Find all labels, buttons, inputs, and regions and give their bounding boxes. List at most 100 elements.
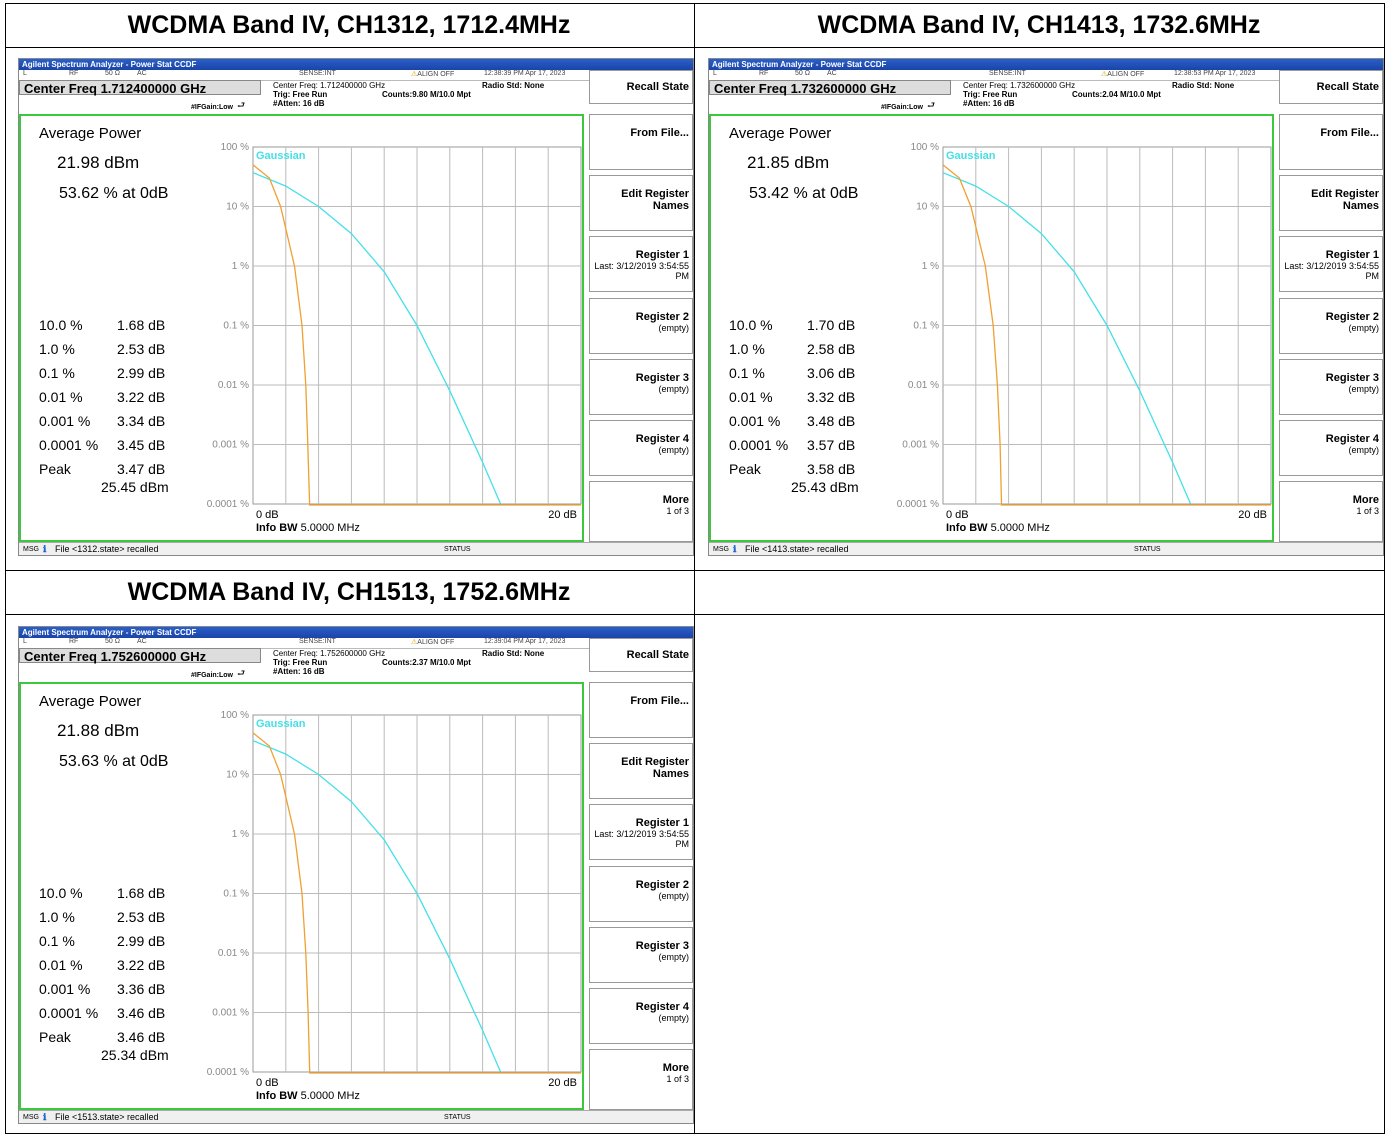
- y-tick-label: 0.01 %: [218, 380, 249, 391]
- info-bw: Info BW 5.0000 MHz: [946, 522, 1050, 534]
- gaussian-legend: Gaussian: [946, 150, 996, 162]
- softkey-more[interactable]: More 1 of 3: [589, 481, 693, 542]
- y-tick-label: 100 %: [221, 142, 249, 153]
- softkey-more[interactable]: More 1 of 3: [589, 1049, 693, 1110]
- softkey-register-2[interactable]: Register 2 (empty): [1279, 298, 1383, 354]
- softkey-label: More: [662, 494, 689, 506]
- status-label: STATUS: [444, 546, 471, 553]
- softkey-register-4[interactable]: Register 4 (empty): [589, 988, 693, 1044]
- x-tick-label-end: 20 dB: [548, 1077, 577, 1089]
- stat-probability: 1.0 %: [729, 341, 765, 357]
- softkey-more[interactable]: More 1 of 3: [1279, 481, 1383, 542]
- gaussian-curve: [252, 740, 502, 1073]
- softkey-register-3[interactable]: Register 3 (empty): [589, 359, 693, 415]
- softkey-sublabel: (empty): [658, 445, 689, 455]
- stat-value: 3.32 dB: [807, 389, 856, 405]
- softkey-register-2[interactable]: Register 2 (empty): [589, 298, 693, 354]
- softkey-sublabel: (empty): [658, 1013, 689, 1023]
- timestamp: 12:38:39 PM Apr 17, 2023: [484, 70, 566, 77]
- stat-probability: 1.0 %: [39, 341, 75, 357]
- sense-indicator: SENSE:INT: [299, 638, 336, 645]
- stat-probability: Peak: [39, 1029, 71, 1045]
- softkey-recall-state[interactable]: Recall State: [1279, 70, 1383, 104]
- impedance-indicator: 50 Ω: [105, 70, 120, 77]
- stat-value: 3.58 dB: [807, 461, 856, 477]
- atten-info: #Atten: 16 dB: [963, 99, 1015, 108]
- y-tick-label: 10 %: [226, 770, 249, 781]
- counts-info: Counts:2.04 M/10.0 Mpt: [1072, 90, 1161, 99]
- average-power-label: Average Power: [729, 125, 832, 142]
- softkey-edit-register-names[interactable]: Edit Register Names: [589, 743, 693, 799]
- softkey-register-2[interactable]: Register 2 (empty): [589, 866, 693, 922]
- softkey-sublabel: (empty): [658, 384, 689, 394]
- y-tick-label: 0.0001 %: [207, 499, 249, 510]
- softkey-register-1[interactable]: Register 1 Last: 3/12/2019 3:54:55 PM: [589, 236, 693, 292]
- align-indicator: ⚠ALIGN OFF: [411, 71, 455, 78]
- softkey-edit-register-names[interactable]: Edit Register Names: [589, 175, 693, 231]
- softkey-from-file[interactable]: From File...: [589, 114, 693, 170]
- softkey-register-1[interactable]: Register 1 Last: 3/12/2019 3:54:55 PM: [1279, 236, 1383, 292]
- softkey-edit-register-names[interactable]: Edit Register Names: [1279, 175, 1383, 231]
- softkey-from-file[interactable]: From File...: [1279, 114, 1383, 170]
- ccdf-chart: 100 % 10 % 1 % 0.1 % 0.01 % 0.001 % 0.0001 % 0 …: [207, 710, 582, 1102]
- softkey-register-3[interactable]: Register 3 (empty): [1279, 359, 1383, 415]
- y-tick-label: 0.0001 %: [207, 1067, 249, 1078]
- message-text: File <1413.state> recalled: [745, 544, 849, 554]
- lxi-indicator: L: [23, 70, 27, 77]
- softkey-register-4[interactable]: Register 4 (empty): [589, 420, 693, 476]
- radio-std-info: Radio Std: None: [1172, 81, 1235, 90]
- stat-value: 2.58 dB: [807, 341, 856, 357]
- softkey-sublabel: 1 of 3: [666, 506, 689, 516]
- stat-value: 3.57 dB: [807, 437, 856, 453]
- stat-value: 3.46 dB: [117, 1029, 166, 1045]
- softkey-recall-state[interactable]: Recall State: [589, 70, 693, 104]
- center-freq-display[interactable]: Center Freq 1.712400000 GHz: [19, 80, 261, 96]
- softkey-recall-state[interactable]: Recall State: [589, 638, 693, 672]
- x-tick-label-start: 0 dB: [256, 1077, 279, 1089]
- info-center-freq: Center Freq: 1.732600000 GHz: [963, 81, 1076, 90]
- stat-probability: Peak: [729, 461, 761, 477]
- stat-value: 3.34 dB: [117, 413, 166, 429]
- msg-label: MSG: [23, 546, 39, 553]
- softkey-from-file[interactable]: From File...: [589, 682, 693, 738]
- average-power-percent: 53.62 % at 0dB: [59, 185, 169, 202]
- msg-label: MSG: [23, 1114, 39, 1121]
- window-title: Agilent Spectrum Analyzer - Power Stat C…: [19, 627, 693, 638]
- table-border-bottom: [5, 1133, 1385, 1134]
- status-strip: L RF 50 Ω AC SENSE:INT ⚠ALIGN OFF 12:39:…: [19, 638, 589, 649]
- softkey-register-3[interactable]: Register 3 (empty): [589, 927, 693, 983]
- info-bw: Info BW 5.0000 MHz: [256, 522, 360, 534]
- trigger-info: Trig: Free Run: [963, 90, 1018, 99]
- softkey-sublabel: (empty): [658, 952, 689, 962]
- measured-ccdf-curve: [252, 164, 581, 506]
- softkey-register-1[interactable]: Register 1 Last: 3/12/2019 3:54:55 PM: [589, 804, 693, 860]
- trigger-info: Trig: Free Run: [273, 658, 328, 667]
- ifgain-info: #IFGain:Low: [881, 104, 923, 111]
- stat-probability: 0.1 %: [729, 365, 765, 381]
- y-tick-label: 1 %: [232, 261, 249, 272]
- softkey-sublabel: (empty): [658, 323, 689, 333]
- stat-row: 1.0 % 2.53 dB: [39, 341, 165, 357]
- softkey-label: Register 3: [1325, 372, 1379, 384]
- softkey-panel: Recall State From File... Edit Register Na…: [1279, 70, 1383, 542]
- y-tick-label: 0.001 %: [212, 440, 249, 451]
- counts-info: Counts:2.37 M/10.0 Mpt: [382, 658, 471, 667]
- average-power-dbm: 21.85 dBm: [747, 153, 830, 172]
- softkey-label: Edit Register Names: [1311, 188, 1379, 212]
- center-freq-display[interactable]: Center Freq 1.752600000 GHz: [19, 648, 261, 664]
- x-tick-label-start: 0 dB: [256, 509, 279, 521]
- input-output-icon: ⮐: [237, 100, 246, 110]
- softkey-label: Register 4: [1325, 433, 1379, 445]
- atten-info: #Atten: 16 dB: [273, 99, 325, 108]
- softkey-panel: Recall State From File... Edit Register Na…: [589, 70, 693, 542]
- table-border: [5, 570, 1385, 571]
- softkey-register-4[interactable]: Register 4 (empty): [1279, 420, 1383, 476]
- softkey-label: Recall State: [1316, 81, 1379, 93]
- center-freq-display[interactable]: Center Freq 1.732600000 GHz: [709, 80, 951, 96]
- ifgain-info: #IFGain:Low: [191, 104, 233, 111]
- softkey-sublabel: Last: 3/12/2019 3:54:55 PM: [1284, 261, 1379, 281]
- measured-ccdf-curve: [252, 732, 581, 1074]
- y-tick-label: 1 %: [232, 829, 249, 840]
- align-indicator: ⚠ALIGN OFF: [411, 639, 455, 646]
- softkey-label: Register 4: [635, 433, 689, 445]
